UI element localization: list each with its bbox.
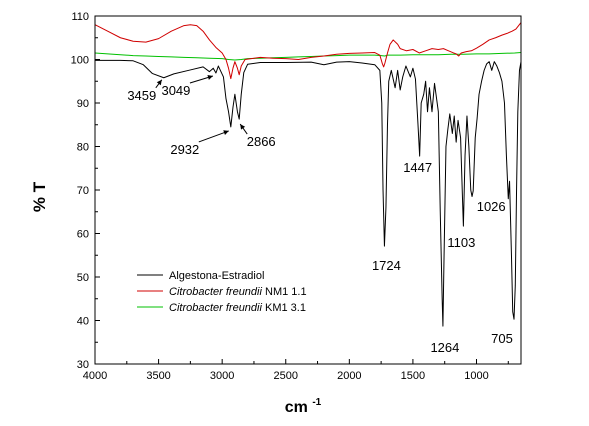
x-tick-label: 1000 xyxy=(464,370,488,382)
peak-label: 2866 xyxy=(247,134,276,149)
peak-label: 1447 xyxy=(403,160,432,175)
peak-label: 705 xyxy=(491,331,513,346)
peak-label: 3459 xyxy=(127,88,156,103)
legend-label-3: Citrobacter freundii KM1 3.1 xyxy=(169,302,306,314)
peak-label: 1026 xyxy=(477,199,506,214)
x-tick-label: 4000 xyxy=(83,370,107,382)
y-tick-label: 60 xyxy=(77,229,89,241)
x-axis-label-exponent: -1 xyxy=(312,397,321,408)
peak-arrow-head xyxy=(240,124,246,130)
series-line-1 xyxy=(95,59,521,327)
y-tick-label: 70 xyxy=(77,185,89,197)
legend-label-2: Citrobacter freundii NM1 1.1 xyxy=(169,286,307,298)
peak-annotations: 3459 3049 2932 2866 1724 1447 1264 1103 1026 705 xyxy=(127,75,513,355)
peak-arrow-head xyxy=(207,75,213,80)
peak-label: 1264 xyxy=(430,340,459,355)
peak-arrow-head xyxy=(156,79,162,86)
plot-area xyxy=(95,22,521,327)
x-tick-label: 2500 xyxy=(274,370,298,382)
y-tick-label: 40 xyxy=(77,316,89,328)
peak-label: 3049 xyxy=(161,83,190,98)
y-tick-label: 110 xyxy=(71,11,89,23)
x-tick-label: 3000 xyxy=(210,370,234,382)
x-axis-label-unit: cm xyxy=(285,399,308,416)
x-axis-label: cm -1 xyxy=(285,397,322,416)
y-tick-label: 90 xyxy=(77,98,89,110)
series-line-3 xyxy=(95,52,521,61)
legend-label-1: Algestona-Estradiol xyxy=(169,270,264,282)
peak-label: 1103 xyxy=(447,235,475,250)
y-tick-label: 50 xyxy=(77,272,89,284)
plot-frame xyxy=(94,15,522,365)
peak-label: 2932 xyxy=(170,142,199,157)
series-line-2 xyxy=(95,22,521,80)
x-tick-label: 1500 xyxy=(401,370,425,382)
y-tick-label: 100 xyxy=(71,55,89,67)
legend: Algestona-Estradiol Citrobacter freundii … xyxy=(137,270,307,314)
y-axis-label: % T xyxy=(30,181,49,212)
axes: 4000 3500 3000 2500 2000 1500 1000 30 40 50 60 70 80… xyxy=(71,11,522,382)
peak-arrow xyxy=(198,130,229,143)
peak-label: 1724 xyxy=(372,258,401,273)
y-tick-label: 80 xyxy=(77,142,89,154)
peak-arrow-head xyxy=(223,130,229,135)
y-tick-label: 30 xyxy=(77,359,89,371)
x-tick-label: 2000 xyxy=(337,370,361,382)
x-tick-label: 3500 xyxy=(146,370,170,382)
